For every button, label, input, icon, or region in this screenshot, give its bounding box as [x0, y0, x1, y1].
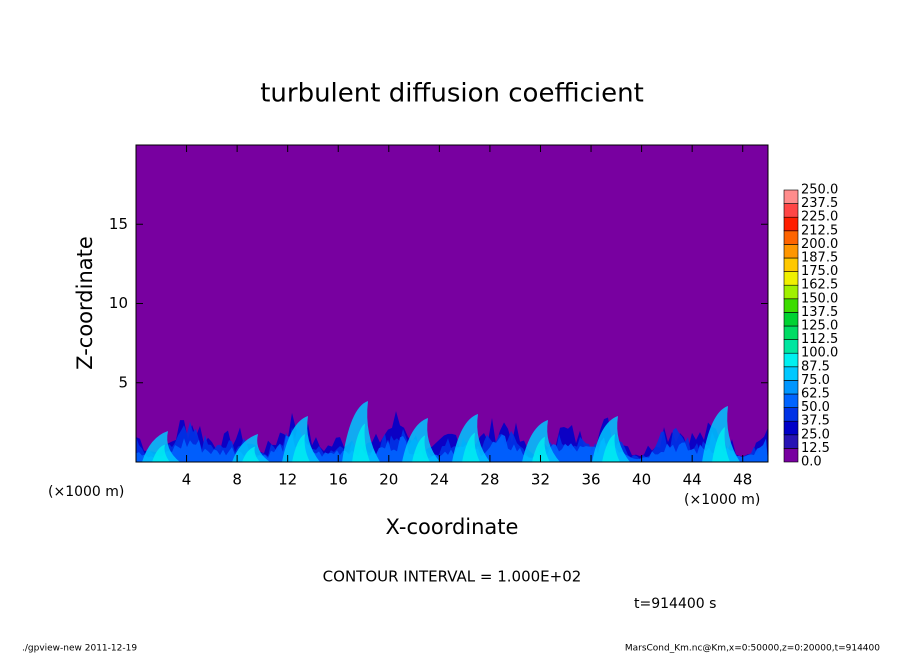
colorbar-label: 25.0 — [801, 427, 830, 442]
plume-core — [242, 446, 260, 462]
colorbar-box — [783, 189, 799, 204]
plume-core — [152, 444, 170, 462]
plume-core — [712, 427, 730, 462]
x-tick-label: 44 — [683, 471, 702, 489]
x-tick-label: 4 — [182, 471, 192, 489]
field — [136, 145, 768, 462]
colorbar-label: 87.5 — [801, 359, 830, 374]
colorbar-label: 187.5 — [801, 251, 838, 266]
colorbar-box — [783, 448, 799, 463]
colorbar-label: 200.0 — [801, 237, 838, 252]
colorbar-box — [783, 203, 799, 218]
x-unit: (×1000 m) — [684, 492, 760, 508]
colorbar-box — [783, 312, 799, 327]
contour-interval: CONTOUR INTERVAL = 1.000E+02 — [323, 568, 582, 586]
x-tick-label: 36 — [581, 471, 600, 489]
colorbar-label: 125.0 — [801, 319, 838, 334]
colorbar-label: 237.5 — [801, 196, 838, 211]
colorbar-box — [783, 407, 799, 422]
chart-title: turbulent diffusion coefficient — [260, 79, 644, 109]
y-unit: (×1000 m) — [48, 484, 124, 500]
colorbar-box — [783, 216, 799, 232]
colorbar-box — [783, 257, 799, 272]
y-axis-label: Z-coordinate — [73, 236, 97, 370]
footer-left: ./gpview-new 2011-12-19 — [22, 644, 137, 654]
x-tick-label: 24 — [430, 471, 449, 489]
x-axis-label: X-coordinate — [386, 515, 519, 539]
plume-core — [412, 435, 430, 462]
colorbar-box — [783, 271, 799, 286]
colorbar-box — [783, 366, 799, 381]
x-tick-label: 12 — [278, 471, 297, 489]
y-tick-label: 10 — [109, 294, 128, 312]
colorbar-box — [783, 393, 799, 408]
colorbar-box — [783, 244, 799, 259]
colorbar-label: 137.5 — [801, 305, 838, 320]
y-tick-label: 5 — [118, 373, 128, 391]
colorbar-label: 225.0 — [801, 210, 838, 225]
colorbar-label: 212.5 — [801, 223, 838, 238]
colorbar-box — [783, 339, 799, 354]
plume-core — [602, 434, 620, 462]
x-tick-label: 28 — [480, 471, 499, 489]
colorbar-label: 0.0 — [801, 455, 822, 470]
x-tick-label: 48 — [733, 471, 752, 489]
x-tick-label: 16 — [329, 471, 348, 489]
plume — [232, 434, 270, 462]
footer-right: MarsCond_Km.nc@Km,x=0:50000,z=0:20000,t=… — [625, 644, 880, 654]
colorbar-label: 175.0 — [801, 264, 838, 279]
colorbar-label: 62.5 — [801, 387, 830, 402]
colorbar-box — [783, 420, 799, 436]
colorbar-label: 37.5 — [801, 414, 830, 429]
colorbar-label: 75.0 — [801, 373, 830, 388]
colorbar-box — [783, 380, 799, 395]
colorbar-box — [783, 325, 799, 340]
colorbar-label: 100.0 — [801, 346, 838, 361]
colorbar-box — [783, 298, 799, 313]
colorbar-box — [783, 352, 799, 368]
colorbar-label: 12.5 — [801, 441, 830, 456]
x-tick-label: 20 — [379, 471, 398, 489]
colorbar-box — [783, 284, 799, 300]
x-tick-label: 32 — [531, 471, 550, 489]
y-tick-label: 15 — [109, 215, 128, 233]
colorbar-label: 162.5 — [801, 278, 838, 293]
colorbar-box — [783, 434, 799, 449]
colorbar-label: 50.0 — [801, 400, 830, 415]
plume-core — [292, 434, 310, 462]
x-tick-label: 40 — [632, 471, 651, 489]
time-label: t=914400 s — [634, 596, 716, 612]
colorbar-label: 112.5 — [801, 332, 838, 347]
x-tick-label: 8 — [232, 471, 242, 489]
plume-core — [352, 423, 370, 462]
plume — [142, 431, 180, 462]
colorbar-label: 250.0 — [801, 183, 838, 198]
plume-core — [532, 436, 550, 462]
colorbar-label: 150.0 — [801, 291, 838, 306]
plume-core — [462, 432, 480, 462]
field-background — [136, 145, 768, 462]
colorbar-box — [783, 230, 799, 245]
